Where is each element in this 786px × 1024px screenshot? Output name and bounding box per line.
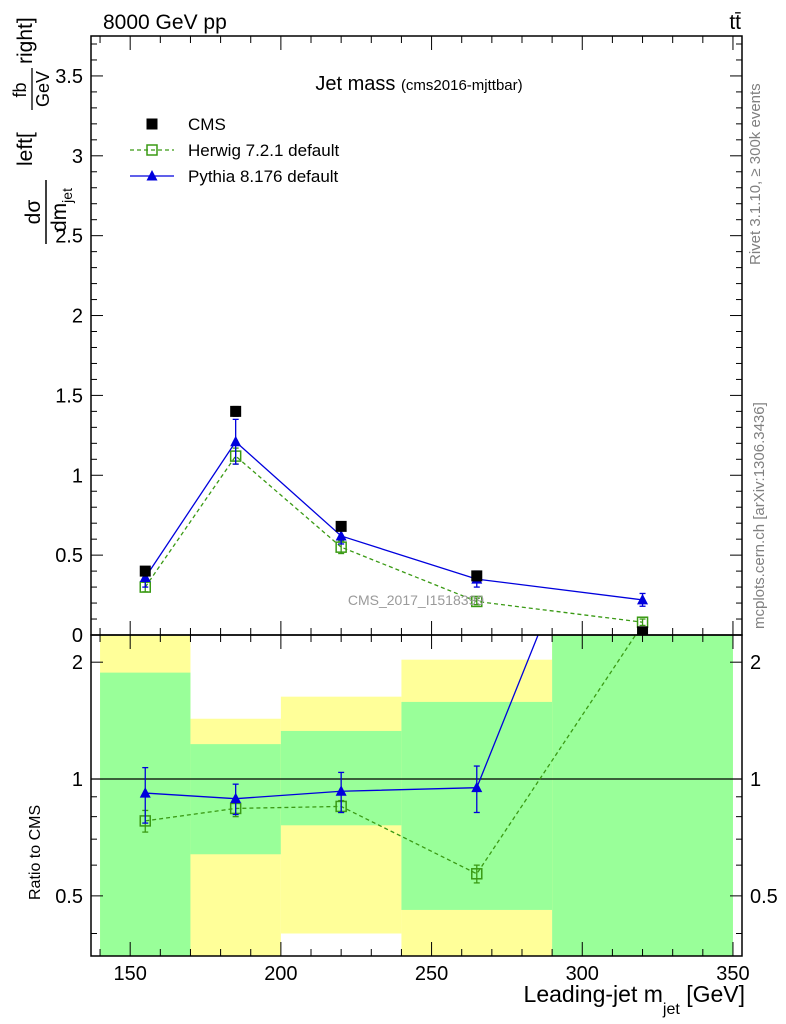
header-right: tt̄	[729, 11, 741, 34]
xtick-label: 350	[716, 963, 749, 985]
ratio-ytick-label-right: 0.5	[750, 886, 778, 908]
svg-text:GeV: GeV	[33, 71, 53, 107]
legend-marker-2	[146, 170, 158, 181]
ratio-pythia-point-1	[230, 792, 242, 804]
ratio-ytick-label-right: 2	[750, 652, 761, 674]
band-green-4	[552, 635, 733, 956]
xtick-label: 250	[415, 963, 448, 985]
ratio-pythia-point-3	[471, 781, 483, 793]
header-left: 8000 GeV pp	[103, 11, 227, 34]
pythia-point-2	[335, 529, 347, 541]
svg-text:fb: fb	[10, 82, 30, 97]
cms-point-3	[471, 570, 483, 582]
chart-title: Jet mass (cms2016-mjttbar)	[315, 73, 522, 95]
pythia-point-0	[139, 571, 151, 582]
cms-point-2	[335, 520, 347, 532]
main-ytick-label: 2	[72, 306, 83, 328]
xtick-label: 300	[566, 963, 599, 985]
pythia-point-1	[230, 435, 242, 447]
main-ytick-label: 0.5	[55, 545, 83, 567]
main-ytick-label: 1	[72, 465, 83, 487]
x-axis-label: Leading-jet mjet [GeV]	[524, 981, 745, 1018]
main-ytick-label: 3.5	[55, 66, 83, 88]
legend-marker-0	[146, 118, 158, 130]
xtick-label: 150	[113, 963, 146, 985]
axes-frame	[90, 35, 743, 957]
ratio-frame	[90, 634, 743, 957]
pythia-point-4	[637, 593, 649, 605]
main-ytick-label: 2.5	[55, 226, 83, 248]
legend-marker-1	[146, 144, 158, 156]
xtick-label: 200	[264, 963, 297, 985]
ratio-ytick-label: 2	[72, 652, 83, 674]
ratio-pythia-point-2	[335, 785, 347, 796]
pythia-line	[144, 440, 643, 601]
herwig-line	[144, 455, 643, 623]
cms-point-0	[139, 565, 151, 577]
ratio-ytick-label: 1	[72, 769, 83, 791]
ratio-ytick-label: 0.5	[55, 886, 83, 908]
main-ytick-label: 3	[72, 146, 83, 168]
analysis-watermark: CMS_2017_I1518399	[348, 592, 484, 608]
ratio-herwig-point-3	[471, 868, 483, 880]
main-ytick-label: 1.5	[55, 385, 83, 407]
ratio-plot-area	[139, 369, 648, 884]
legend: CMS Herwig 7.2.1 default Pythia 8.176 defa…	[130, 115, 339, 186]
svg-text:dσ: dσ	[22, 200, 45, 225]
y-axis-label: dσ dmjet left[ fb GeV right]	[10, 17, 75, 244]
herwig-point-3	[471, 595, 483, 608]
legend-label-1: Herwig 7.2.1 default	[188, 141, 339, 160]
legend-label-2: Pythia 8.176 default	[188, 167, 339, 186]
axis-labels: 8000 GeV pp tt̄ Jet mass (cms2016-mjttba…	[10, 11, 778, 1018]
ratio-ylabel: Ratio to CMS	[27, 805, 44, 900]
svg-text:right]: right]	[14, 17, 37, 64]
main-plot-area	[139, 405, 649, 635]
ratio-ytick-label-right: 1	[750, 769, 761, 791]
ratio-pythia-point-4	[637, 369, 648, 380]
svg-text:dmjet: dmjet	[48, 188, 75, 232]
svg-text:left[: left[	[14, 132, 37, 166]
mcplots-label: mcplots.cern.ch [arXiv:1306.3436]	[751, 402, 768, 629]
main-ytick-label: 0	[72, 625, 83, 647]
legend-label-0: CMS	[188, 115, 226, 134]
cms-point-1	[230, 405, 242, 417]
ratio-pythia-point-0	[139, 787, 151, 798]
rivet-label: Rivet 3.1.10, ≥ 300k events	[747, 83, 764, 265]
